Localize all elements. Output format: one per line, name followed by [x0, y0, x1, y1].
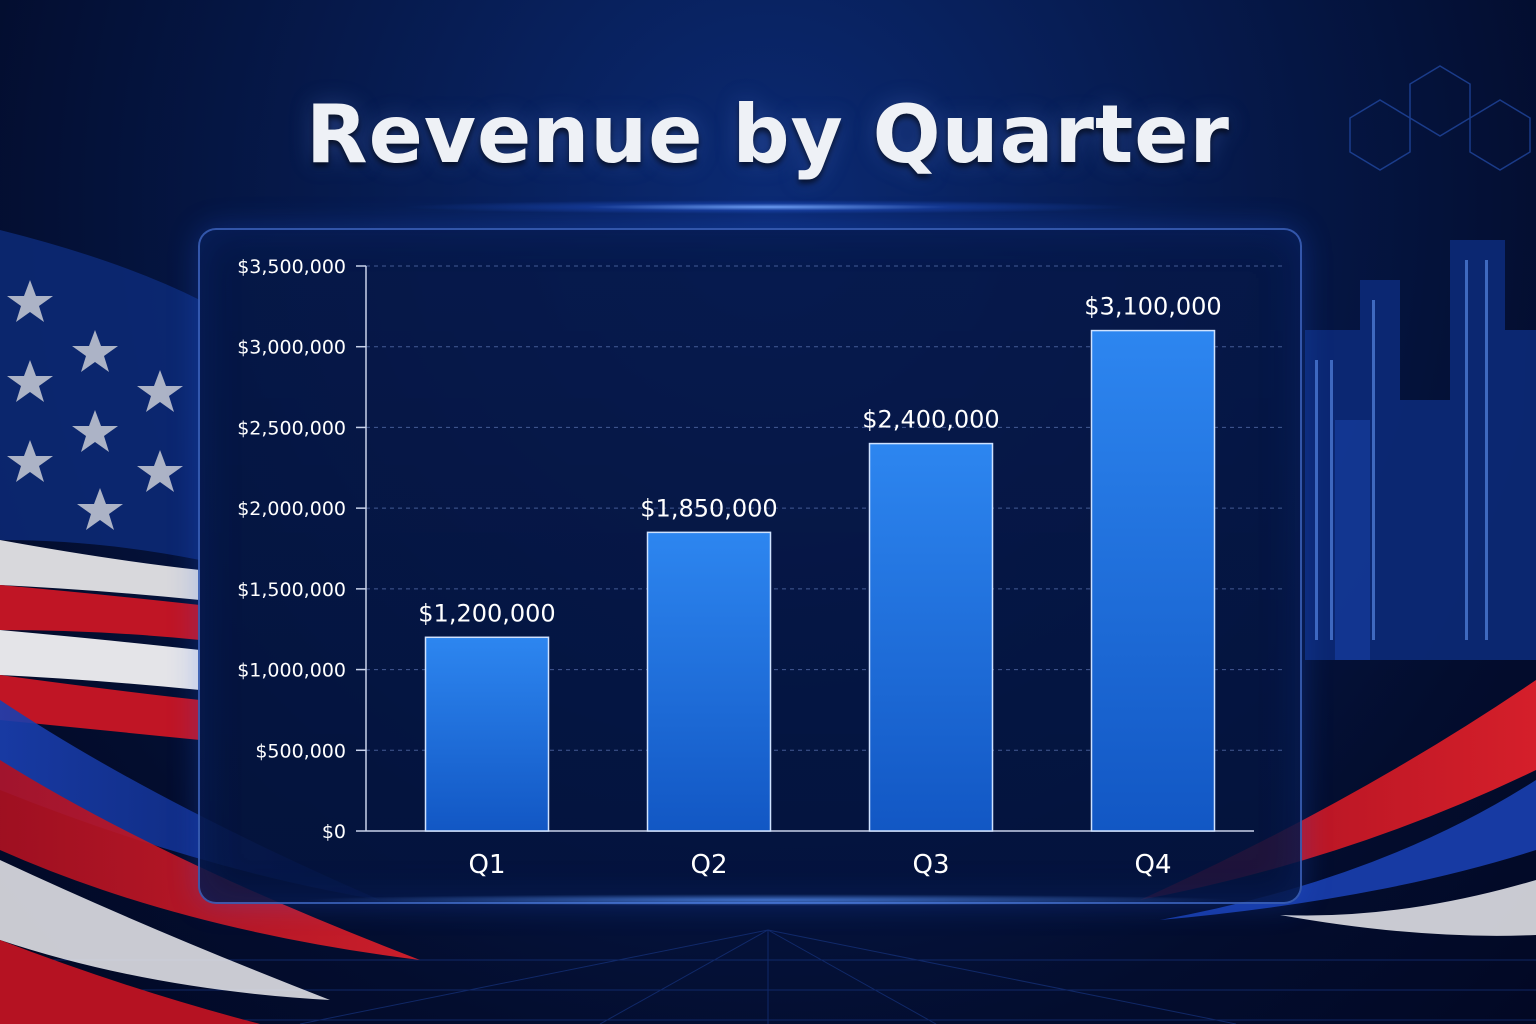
category-label: Q4: [1134, 850, 1171, 880]
category-labels: Q1 Q2 Q3 Q4: [468, 850, 1171, 880]
y-tick-label: $3,500,000: [237, 256, 346, 278]
value-label: $3,100,000: [1084, 293, 1221, 321]
category-label: Q1: [468, 850, 505, 880]
star-icon: [7, 280, 183, 530]
y-tick-label: $0: [322, 821, 346, 843]
value-label: $1,200,000: [418, 599, 555, 627]
hexagon-pattern: [1349, 65, 1531, 171]
bars: [424, 329, 1216, 832]
title-glow-line: [400, 200, 1136, 214]
bar-q2: [646, 531, 772, 832]
bar-q4: [1090, 329, 1216, 832]
panel-glow-line: [300, 894, 1236, 906]
value-label: $1,850,000: [640, 494, 777, 522]
gridlines: [366, 265, 1284, 751]
y-tick-label: $1,500,000: [237, 579, 346, 601]
y-tick-label: $2,000,000: [237, 498, 346, 520]
y-tick-labels: $0 $500,000 $1,000,000 $1,500,000 $2,000,000…: [237, 256, 366, 843]
category-label: Q2: [690, 850, 727, 880]
y-tick-label: $500,000: [255, 740, 346, 762]
bar-q3: [868, 442, 994, 832]
value-labels: $1,200,000 $1,850,000 $2,400,000 $3,100,000: [418, 293, 1221, 628]
category-label: Q3: [912, 850, 949, 880]
flag-stripes-left: [0, 230, 200, 740]
y-tick-label: $1,000,000: [237, 660, 346, 682]
wave-right: [1140, 680, 1536, 936]
y-tick-label: $2,500,000: [237, 417, 346, 439]
wave-left: [0, 700, 420, 1024]
city-lights: [1315, 260, 1488, 640]
y-tick-label: $3,000,000: [237, 337, 346, 359]
value-label: $2,400,000: [862, 406, 999, 434]
chart-title: Revenue by Quarter: [306, 88, 1230, 181]
bar-q1: [424, 636, 550, 832]
